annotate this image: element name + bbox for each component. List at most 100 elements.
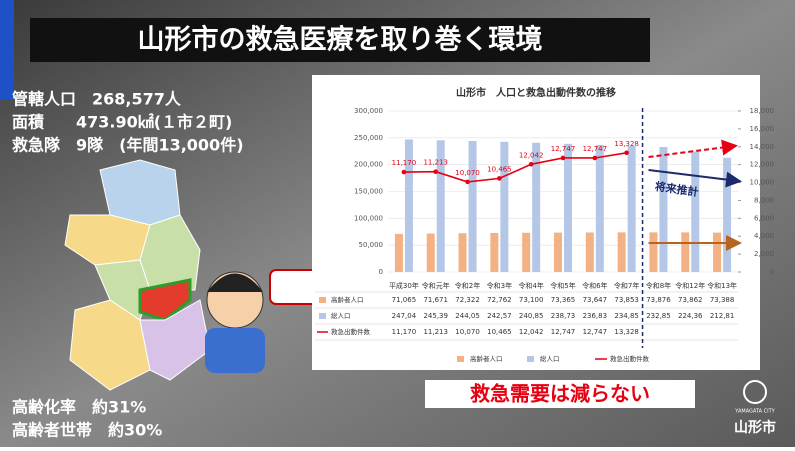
data-label: 10,070: [455, 169, 480, 177]
y2-tick-label: 14,000: [750, 143, 775, 151]
y-tick-label: 50,000: [359, 241, 384, 249]
y2-tick-label: 6,000: [754, 214, 774, 222]
bar: [691, 151, 700, 272]
table-cell: 236,83: [583, 312, 608, 320]
bar: [595, 144, 604, 272]
y-tick-label: 150,000: [354, 188, 383, 196]
table-cell: 73,365: [551, 296, 576, 304]
table-cell: 245,39: [423, 312, 448, 320]
headline-box: [425, 380, 695, 408]
bar: [585, 232, 594, 272]
x-tick-label: 令和5年: [550, 281, 575, 290]
logo-text: 山形市: [734, 419, 776, 436]
line: [403, 151, 627, 183]
legend-swatch: [457, 356, 464, 362]
bar: [554, 232, 562, 272]
table-cell: 242,57: [487, 312, 512, 320]
bullet: 高齢化率 約31%: [12, 398, 146, 417]
bar: [404, 139, 413, 272]
table-cell: 11,213: [423, 328, 448, 336]
title-bar: [30, 18, 650, 62]
data-label: 13,328: [614, 140, 639, 148]
data-label: 10,465: [487, 165, 512, 173]
table-cell: 13,328: [614, 328, 639, 336]
table-row-label: 高齢者人口: [331, 295, 364, 304]
bullet: 面積 473.90㎢(１市２町): [12, 113, 232, 132]
x-tick-label: 令和6年: [582, 281, 607, 290]
table-cell: 73,853: [614, 296, 639, 304]
x-tick-label: 令和13年: [707, 281, 737, 290]
table-cell: 238,73: [551, 312, 576, 320]
logo-sub: YAMAGATA CITY: [734, 409, 775, 415]
table-cell: 73,388: [710, 296, 735, 304]
x-tick-label: 令和4年: [518, 281, 543, 290]
y-tick-label: 100,000: [354, 214, 383, 222]
legend-swatch: [319, 297, 326, 303]
x-tick-label: 令和7年: [614, 281, 639, 290]
table-cell: 212,81: [710, 312, 735, 320]
y2-tick-label: 4,000: [754, 232, 774, 240]
headline: 救急需要は減らない: [470, 382, 650, 406]
bar: [426, 233, 435, 272]
data-label: 12,747: [551, 145, 576, 153]
bar: [659, 147, 668, 272]
table-cell: 72,762: [487, 296, 512, 304]
y2-tick-label: 18,000: [750, 107, 775, 115]
bar: [490, 232, 499, 272]
table-cell: 71,671: [423, 296, 448, 304]
table-cell: 73,100: [519, 296, 544, 304]
line-marker: [528, 161, 534, 167]
title: 山形市の救急医療を取り巻く環境: [138, 24, 543, 56]
bar: [713, 232, 722, 272]
table-cell: 71,065: [392, 296, 417, 304]
bullet: 高齢者世帯 約30%: [12, 421, 162, 440]
x-tick-label: 令和12年: [675, 281, 705, 290]
table-cell: 12,747: [583, 328, 608, 336]
table-row-label: 救急出動件数: [331, 327, 371, 336]
table-cell: 73,647: [583, 296, 608, 304]
trend-arrow: [648, 169, 742, 188]
line-marker: [560, 155, 566, 161]
bar: [522, 232, 531, 272]
data-label: 11,213: [423, 159, 448, 167]
y2-tick-label: 2,000: [754, 250, 774, 258]
line-marker: [497, 176, 502, 181]
annotation: 将来推計: [654, 179, 700, 199]
y-tick-label: 200,000: [354, 161, 383, 169]
line-marker: [624, 150, 629, 156]
bar: [532, 142, 541, 272]
bar: [649, 232, 658, 272]
bar: [468, 141, 477, 272]
x-tick-label: 令和3年: [487, 281, 512, 290]
data-label: 12,747: [583, 145, 608, 153]
table-cell: 73,876: [646, 296, 671, 304]
bar: [394, 233, 403, 272]
chart-title: 山形市 人口と救急出動件数の推移: [456, 86, 616, 99]
y2-tick-label: 0: [770, 268, 774, 276]
line-marker: [592, 155, 598, 161]
accent-bar: [0, 0, 14, 100]
table-cell: 224,36: [678, 312, 703, 320]
table-cell: 10,070: [455, 328, 480, 336]
trend-arrow: [648, 139, 738, 158]
legend-label: 総人口: [540, 354, 560, 363]
bullet: 管轄人口 268,577人: [12, 90, 182, 109]
line-marker: [465, 179, 470, 185]
table-cell: 232,85: [646, 312, 671, 320]
person-illustration: [205, 269, 319, 373]
map: [64, 159, 211, 391]
y-tick-label: 250,000: [354, 134, 383, 142]
table-cell: 247,04: [392, 312, 417, 320]
table-cell: 10,465: [487, 328, 512, 336]
x-tick-label: 令和元年: [422, 281, 450, 290]
table-cell: 73,862: [678, 296, 703, 304]
table-cell: 11,170: [392, 328, 417, 336]
table-cell: 240,85: [519, 312, 544, 320]
y2-tick-label: 8,000: [754, 196, 774, 204]
x-tick-label: 令和8年: [646, 281, 671, 290]
data-label: 11,170: [392, 159, 417, 167]
bar: [436, 140, 445, 272]
bar: [564, 143, 572, 272]
line-marker: [433, 169, 439, 175]
